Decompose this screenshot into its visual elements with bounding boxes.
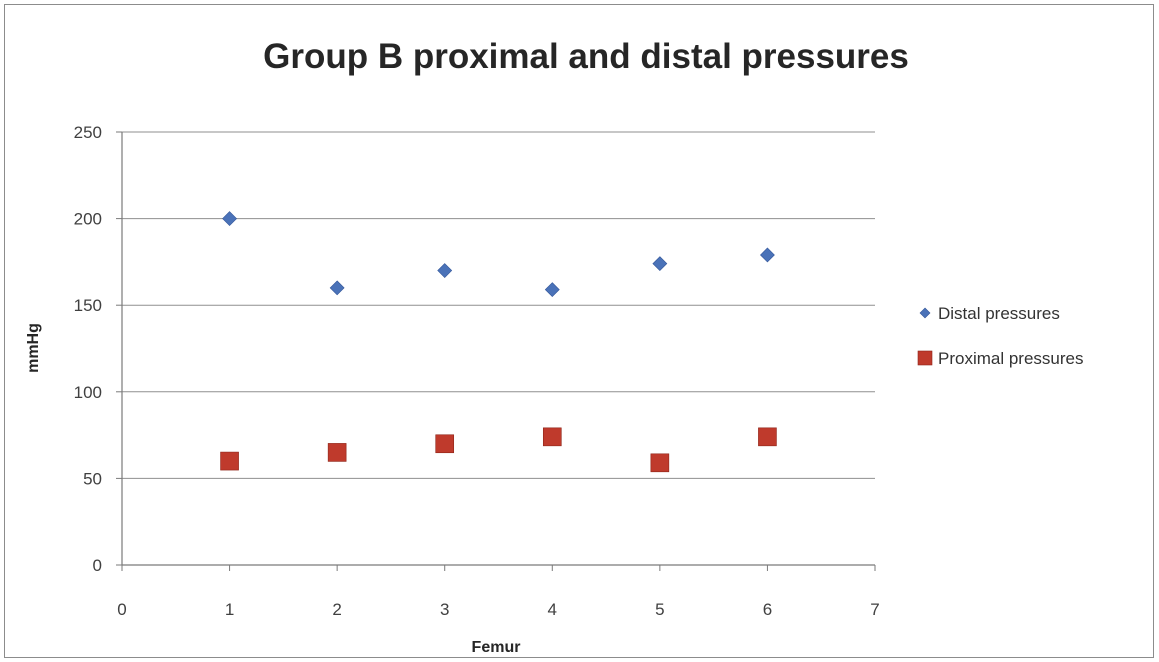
legend-label: Distal pressures bbox=[938, 304, 1060, 323]
gridlines bbox=[122, 131, 875, 479]
x-tick-label: 0 bbox=[117, 600, 126, 619]
proximal-pressure-point bbox=[327, 443, 347, 462]
proximal-pressure-point bbox=[435, 434, 455, 454]
distal-pressure-point bbox=[544, 282, 560, 298]
distal-pressure-point bbox=[222, 211, 237, 227]
legend-proximal-marker bbox=[917, 350, 933, 366]
y-axis-title: mmHg bbox=[25, 323, 42, 373]
y-tick-label: 0 bbox=[93, 556, 102, 575]
x-tick-label: 6 bbox=[763, 600, 772, 619]
y-tick-label: 50 bbox=[83, 469, 102, 488]
distal-pressure-point bbox=[652, 256, 668, 272]
y-tick-label: 100 bbox=[74, 383, 102, 402]
distal-pressure-point bbox=[760, 247, 775, 263]
x-tick-label: 5 bbox=[655, 600, 664, 619]
y-tick-label: 250 bbox=[74, 123, 102, 142]
y-tick-label: 150 bbox=[74, 296, 102, 315]
chart-frame bbox=[4, 4, 1154, 658]
axes bbox=[116, 131, 876, 571]
proximal-pressure-point bbox=[650, 453, 670, 473]
x-tick-label: 2 bbox=[332, 600, 341, 619]
x-tick-label: 3 bbox=[440, 600, 449, 619]
legend-distal-marker bbox=[919, 307, 931, 319]
x-tick-label: 4 bbox=[548, 600, 557, 619]
legend-label: Proximal pressures bbox=[938, 349, 1084, 368]
proximal-pressure-point bbox=[220, 451, 239, 471]
y-tick-labels: 0 50 100 150 200 250 bbox=[74, 123, 102, 575]
x-tick-label: 7 bbox=[870, 600, 879, 619]
chart-title: Group B proximal and distal pressures bbox=[263, 37, 909, 76]
x-axis-title: Femur bbox=[472, 639, 521, 656]
y-tick-label: 200 bbox=[74, 210, 102, 229]
legend: Distal pressures Proximal pressures bbox=[917, 304, 1084, 368]
proximal-pressure-point bbox=[758, 427, 777, 447]
distal-pressure-point bbox=[329, 280, 345, 296]
data-points bbox=[220, 211, 777, 473]
x-tick-label: 1 bbox=[225, 600, 234, 619]
x-tick-labels: 0 1 2 3 4 5 6 7 bbox=[117, 600, 879, 619]
proximal-pressure-point bbox=[542, 427, 562, 447]
distal-pressure-point bbox=[437, 263, 453, 278]
